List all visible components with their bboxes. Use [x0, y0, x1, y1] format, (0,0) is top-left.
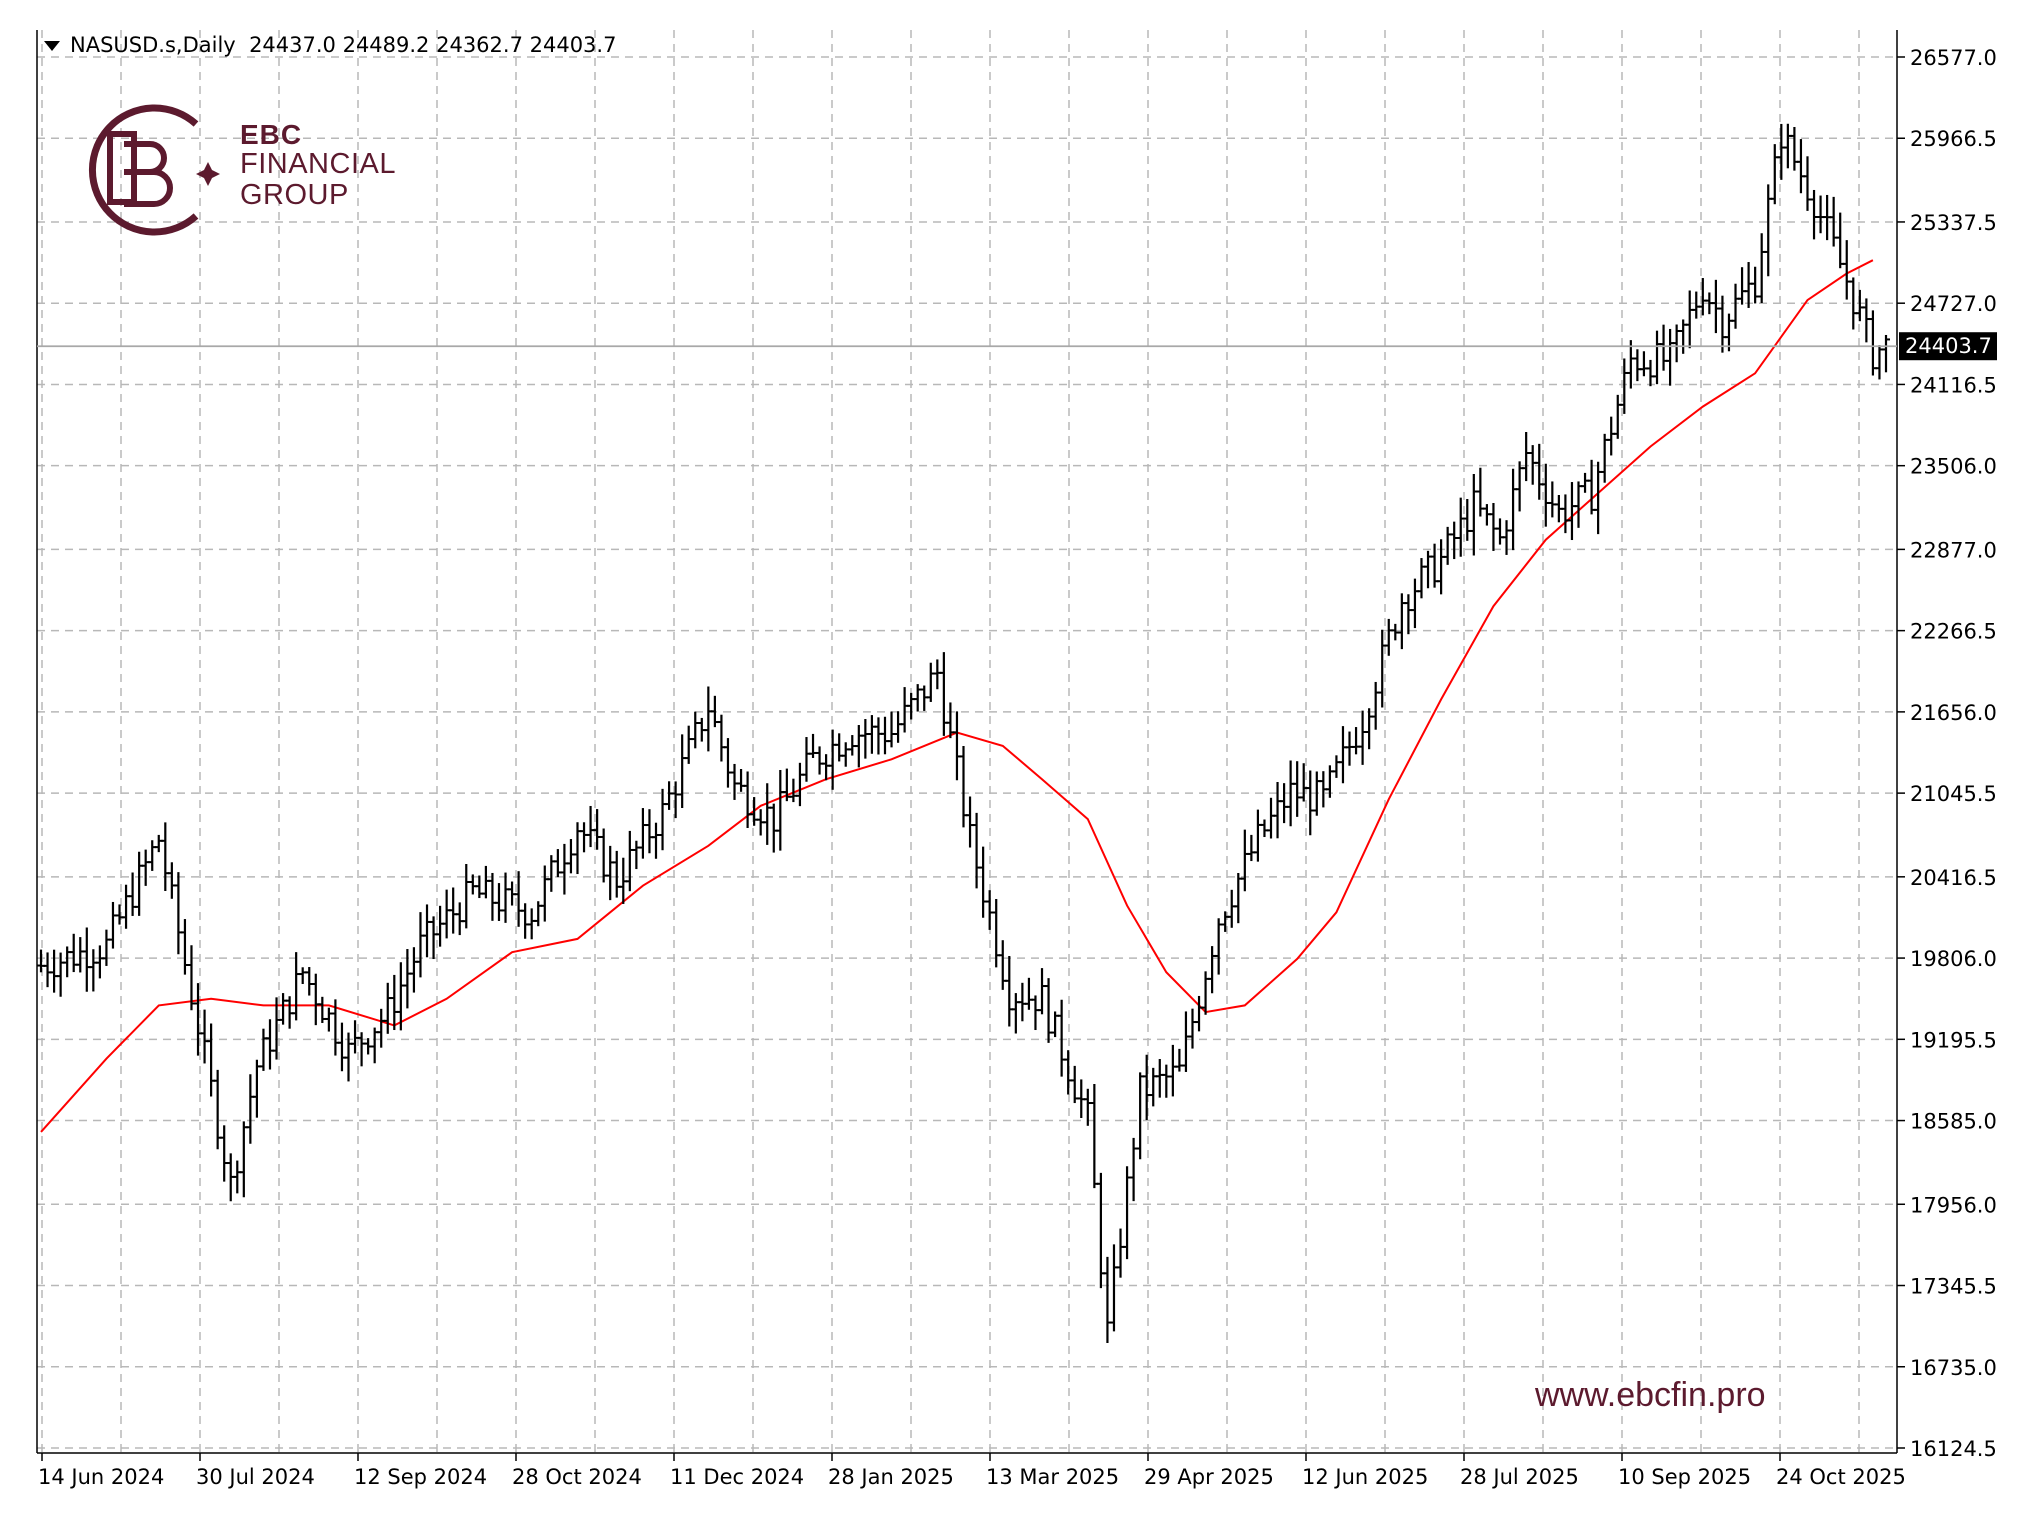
brand-name: EBC FINANCIAL GROUP — [240, 119, 396, 211]
ebc-logo-icon — [88, 104, 220, 236]
y-tick-label: 22877.0 — [1910, 538, 1997, 562]
y-tick-label: 21045.5 — [1910, 782, 1997, 806]
y-tick-label: 19806.0 — [1910, 947, 1997, 971]
y-tick-label: 24116.5 — [1910, 373, 1997, 397]
y-tick-label: 16124.5 — [1910, 1437, 1997, 1461]
y-tick-label: 23506.0 — [1910, 455, 1997, 479]
ohlc-values: 24437.0 24489.2 24362.7 24403.7 — [249, 33, 617, 57]
grid-lines — [37, 30, 1897, 1453]
moving-average-line — [40, 259, 1874, 1133]
brand-line-1: EBC — [240, 119, 303, 150]
brand-line-3: GROUP — [240, 178, 349, 211]
x-tick-label: 12 Jun 2025 — [1302, 1465, 1428, 1489]
y-tick-label: 21656.0 — [1910, 701, 1997, 725]
y-tick-label: 20416.5 — [1910, 866, 1997, 890]
y-tick-label: 26577.0 — [1910, 46, 1997, 70]
y-tick-label: 19195.5 — [1910, 1028, 1997, 1052]
x-tick-label: 11 Dec 2024 — [670, 1465, 804, 1489]
x-tick-label: 13 Mar 2025 — [986, 1465, 1119, 1489]
y-tick-label: 25966.5 — [1910, 127, 1997, 151]
brand-url: www.ebcfin.pro — [1535, 1376, 1766, 1414]
x-tick-label: 28 Oct 2024 — [512, 1465, 642, 1489]
y-tick-label: 17345.5 — [1910, 1275, 1997, 1299]
x-tick-label: 30 Jul 2024 — [196, 1465, 315, 1489]
x-tick-label: 10 Sep 2025 — [1618, 1465, 1751, 1489]
x-tick-label: 14 Jun 2024 — [38, 1465, 164, 1489]
chart-header: NASUSD.s,Daily 24437.0 24489.2 24362.7 2… — [44, 33, 616, 57]
current-price-label: 24403.7 — [1905, 334, 1992, 358]
x-tick-label: 29 Apr 2025 — [1144, 1465, 1274, 1489]
current-price-tag: 24403.7 — [37, 332, 1997, 361]
price-bars-series — [37, 123, 1890, 1343]
x-tick-label: 12 Sep 2024 — [354, 1465, 487, 1489]
brand-line-2: FINANCIAL — [240, 148, 396, 181]
y-tick-label: 24727.0 — [1910, 292, 1997, 316]
x-axis-ticks: 14 Jun 2024 30 Jul 2024 12 Sep 2024 28 Oct … — [38, 1453, 1906, 1489]
dropdown-triangle-icon[interactable] — [44, 41, 60, 51]
y-tick-label: 18585.0 — [1910, 1110, 1997, 1134]
moving-average-series — [40, 259, 1874, 1133]
y-tick-label: 25337.5 — [1910, 211, 1997, 235]
x-tick-label: 28 Jan 2025 — [828, 1465, 954, 1489]
y-tick-label: 17956.0 — [1910, 1193, 1997, 1217]
x-tick-label: 24 Oct 2025 — [1776, 1465, 1906, 1489]
symbol-timeframe: NASUSD.s,Daily — [70, 33, 236, 57]
y-axis-ticks: 26577.0 25966.5 25337.5 24727.0 24116.5 23506… — [1897, 46, 1997, 1461]
chart-axes — [36, 30, 1898, 1454]
current-price-box — [1899, 332, 1997, 361]
y-tick-label: 22266.5 — [1910, 620, 1997, 644]
x-tick-label: 28 Jul 2025 — [1460, 1465, 1579, 1489]
y-tick-label: 16735.0 — [1910, 1356, 1997, 1380]
